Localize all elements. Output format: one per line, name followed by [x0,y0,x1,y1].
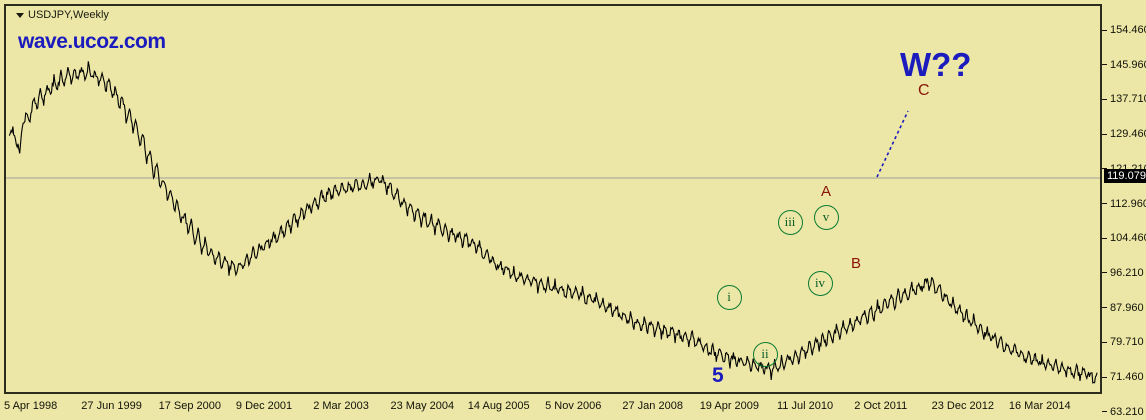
price-tick-label: 87.960 [1110,301,1144,314]
tick-mark-icon [1102,98,1107,100]
price-tick-1: 145.960 [1102,59,1146,71]
price-tick-2: 137.710 [1102,93,1146,105]
price-tick-label: 137.710 [1110,93,1146,106]
tick-mark-icon [1102,411,1107,413]
symbol-header[interactable]: USDJPY,Weekly [16,9,109,21]
date-tick-11: 2 Oct 2011 [854,400,908,412]
price-tick-10: 71.460 [1102,371,1144,383]
price-tick-label: 63.210 [1110,405,1144,418]
tick-mark-icon [1102,341,1107,343]
date-tick-6: 14 Aug 2005 [467,400,530,412]
tick-mark-icon [1102,133,1107,135]
wave-circle-v-label: v [822,209,830,224]
price-tick-8: 87.960 [1102,302,1144,314]
wave-circle-ii-label: ii [761,346,769,361]
date-axis[interactable]: 5 Apr 1998 27 Jun 1999 17 Sep 2000 9 Dec 20… [0,396,1146,420]
symbol-label: USDJPY,Weekly [28,9,109,21]
caret-down-icon[interactable] [16,12,24,18]
wave-circle-v: v [813,204,839,230]
price-tick-label: 129.460 [1110,128,1146,141]
date-tick-7: 5 Nov 2006 [545,400,602,412]
price-tick-label: 96.210 [1110,266,1144,279]
tick-mark-icon [1102,203,1107,205]
wave-label-W: W?? [900,46,972,83]
tick-mark-icon [1102,376,1107,378]
price-tick-label: 104.460 [1110,232,1146,245]
wave-circle-iv: iv [807,270,833,296]
price-tick-5: 112.960 [1102,198,1146,210]
tick-mark-icon [1102,307,1107,309]
date-tick-10: 11 Jul 2010 [777,400,834,412]
wave-label-A: A [821,183,832,200]
tick-mark-icon [1102,64,1107,66]
price-tick-0: 154.460 [1102,24,1146,36]
chart-plot-area[interactable]: USDJPY,Weekly wave.ucoz.com i ii iii iv v A B C… [4,4,1102,394]
price-tick-label: 71.460 [1110,371,1144,383]
date-tick-5: 23 May 2004 [390,400,455,412]
date-tick-2: 17 Sep 2000 [158,400,221,412]
date-tick-9: 19 Apr 2009 [699,400,760,412]
tick-mark-icon [1102,272,1107,274]
price-axis[interactable]: 154.460145.960137.710129.460121.210112.9… [1102,0,1146,420]
price-tick-7: 96.210 [1102,267,1144,279]
date-tick-8: 27 Jan 2008 [622,400,683,412]
price-tick-9: 79.710 [1102,336,1144,348]
price-tick-label: 112.960 [1110,197,1146,210]
tick-mark-icon [1102,168,1107,170]
date-tick-1: 27 Jun 1999 [81,400,142,412]
site-watermark: wave.ucoz.com [18,30,166,53]
wave-label-C: C [918,82,930,99]
price-tick-3: 129.460 [1102,128,1146,140]
wave-circle-iii-label: iii [784,214,796,229]
wave-circle-i-label: i [727,289,731,304]
date-tick-12: 23 Dec 2012 [931,400,994,412]
wave-circle-i: i [716,284,742,310]
price-tick-label: 154.460 [1110,24,1146,36]
wave-label-B: B [851,255,862,272]
price-tick-label: 145.960 [1110,58,1146,71]
wave-circle-iv-label: iv [814,275,826,290]
forecast-dashed-line [876,110,909,178]
tick-mark-icon [1102,29,1107,31]
wave-circle-iii: iii [777,209,803,235]
date-tick-0: 5 Apr 1998 [4,400,58,412]
wave-label-5: 5 [712,364,724,387]
price-tick-6: 104.460 [1102,232,1146,244]
date-tick-4: 2 Mar 2003 [313,400,369,412]
tick-mark-icon [1102,237,1107,239]
date-tick-13: 16 Mar 2014 [1008,400,1071,412]
wave-circle-ii: ii [752,341,778,367]
price-tick-label: 79.710 [1110,336,1144,349]
price-line [8,61,1098,384]
price-tick-11: 63.210 [1102,406,1144,418]
date-tick-3: 9 Dec 2001 [235,400,293,412]
price-series-svg [6,61,1100,384]
current-price-badge: 119.079 [1104,169,1146,183]
